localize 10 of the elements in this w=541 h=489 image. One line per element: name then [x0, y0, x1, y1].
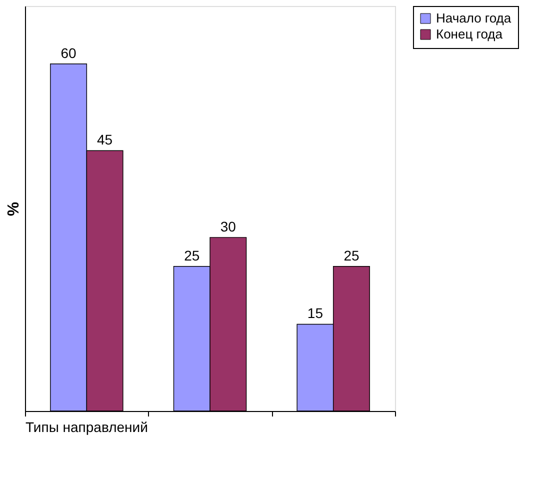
data-label: 15 [307, 305, 324, 322]
data-label: 25 [184, 247, 200, 264]
x-axis-title: Типы направлений [26, 419, 148, 435]
y-axis-title: % [6, 202, 22, 216]
legend-label: Конец года [436, 26, 504, 42]
data-label: 30 [220, 218, 236, 234]
data-label: 45 [97, 132, 113, 148]
data-label: 60 [60, 44, 77, 61]
legend-label: Начало года [436, 10, 512, 26]
data-label: 25 [344, 247, 360, 264]
